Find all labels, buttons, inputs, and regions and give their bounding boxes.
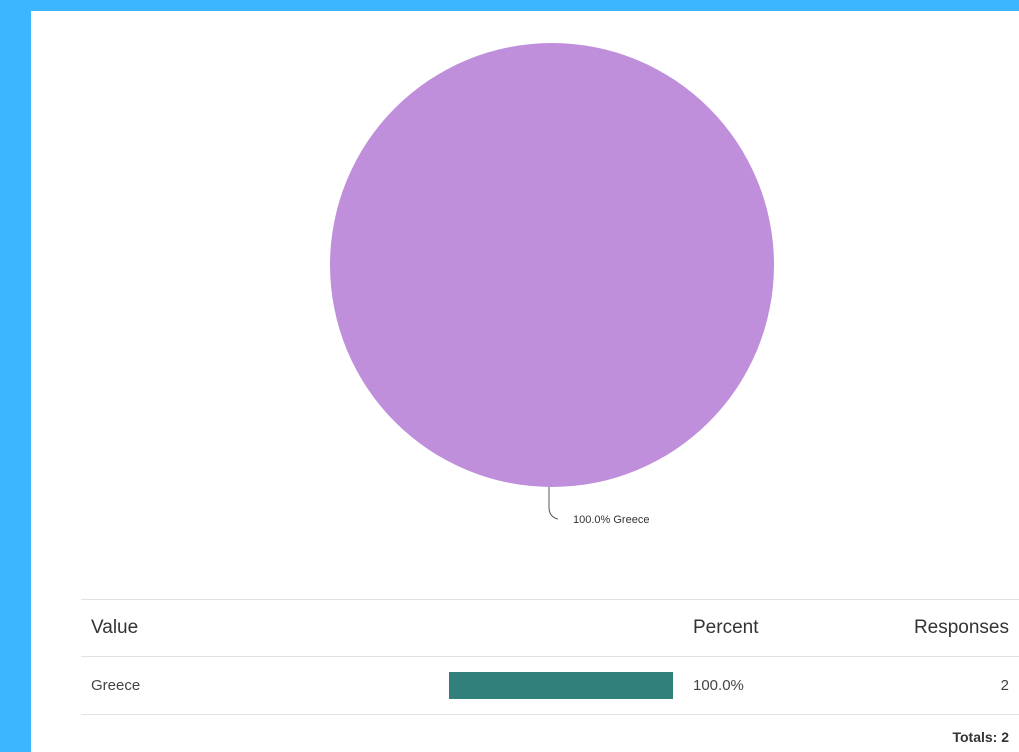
percent-bar <box>449 672 673 699</box>
totals-label: Totals: 2 <box>952 729 1009 745</box>
header-percent: Percent <box>693 617 759 638</box>
totals-row: Totals: 2 <box>81 714 1019 745</box>
table-row: Greece 100.0% 2 <box>81 656 1019 714</box>
row-responses: 2 <box>1000 677 1009 694</box>
pie-leader-line <box>548 487 559 520</box>
header-value: Value <box>91 617 139 638</box>
pie-chart: 100.0% Greece <box>330 43 774 526</box>
row-value: Greece <box>91 677 141 694</box>
pie-slice-greece <box>330 43 774 487</box>
chart-panel: 100.0% Greece Value Percent Responses Gr… <box>31 11 1019 752</box>
pie-slice-label: 100.0% Greece <box>573 514 649 526</box>
percent-bar-fill <box>449 672 673 699</box>
table-header-row: Value Percent Responses <box>81 599 1019 656</box>
row-percent: 100.0% <box>693 677 744 694</box>
results-table: Value Percent Responses Greece 100.0% 2 … <box>81 599 1019 745</box>
header-responses: Responses <box>913 617 1009 638</box>
